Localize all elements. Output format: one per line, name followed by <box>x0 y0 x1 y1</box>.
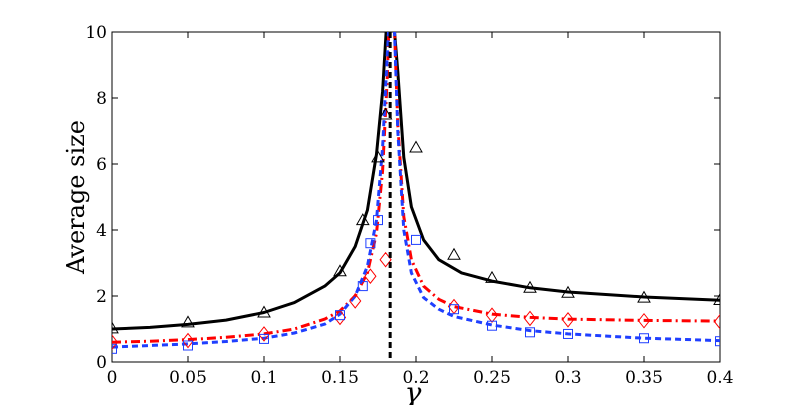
axis-ticks <box>111 31 721 363</box>
x-tick-label: 0.3 <box>554 368 581 388</box>
triangle-marker <box>112 321 119 334</box>
x-tick-label: 0.2 <box>402 368 429 388</box>
x-tick-label: 0 <box>107 368 118 388</box>
diamond-marker <box>333 309 347 326</box>
triangle-marker <box>181 315 195 328</box>
triangle-marker <box>409 140 423 153</box>
triangle-marker <box>561 285 575 298</box>
x-tick-label: 0.1 <box>250 368 277 388</box>
y-tick-label: 6 <box>96 155 107 175</box>
series-markers <box>112 107 720 354</box>
square-marker <box>373 215 383 226</box>
y-tick-label: 0 <box>96 353 107 373</box>
triangle-marker <box>378 107 393 120</box>
series-triangle-line <box>112 32 720 331</box>
y-tick-label: 8 <box>96 89 107 109</box>
diamond-marker <box>364 268 377 285</box>
x-tick-label: 0.15 <box>321 368 359 388</box>
square-marker <box>357 281 368 292</box>
diamond-marker <box>523 310 537 327</box>
triangle-marker <box>485 270 499 283</box>
diamond-marker <box>181 332 195 349</box>
square-marker <box>487 320 497 331</box>
square-marker <box>365 238 376 249</box>
x-tick-label: 0.4 <box>706 368 733 388</box>
square-marker <box>112 343 117 354</box>
square-marker <box>183 340 193 351</box>
square-marker <box>335 310 345 321</box>
square-marker <box>563 328 573 339</box>
triangle-marker <box>257 305 271 318</box>
x-tick-label: 0.35 <box>625 368 663 388</box>
square-marker <box>525 327 535 338</box>
x-axis-label: γ <box>405 376 422 405</box>
triangle-marker <box>637 290 651 303</box>
x-tick-label: 0.25 <box>473 368 511 388</box>
square-marker <box>449 304 459 315</box>
y-tick-label: 2 <box>96 287 107 307</box>
triangle-marker <box>447 247 461 260</box>
diamond-marker <box>257 326 271 342</box>
square-marker <box>639 333 649 344</box>
diamond-marker <box>112 334 119 351</box>
square-marker <box>715 336 720 347</box>
triangle-marker <box>713 292 720 305</box>
diamond-marker <box>637 312 651 329</box>
square-marker <box>259 333 269 344</box>
y-tick-labels: 0 2 4 6 8 10 <box>85 23 107 373</box>
triangle-marker <box>333 264 347 277</box>
x-tick-label: 0.05 <box>169 368 207 388</box>
x-tick-labels: 0 0.05 0.1 0.15 0.2 0.25 0.3 0.35 0.4 <box>107 368 734 388</box>
triangle-marker <box>355 213 370 226</box>
y-tick-label: 10 <box>85 23 107 43</box>
plot-frame <box>111 31 721 363</box>
diamond-marker <box>349 293 362 309</box>
y-axis-label: Average size <box>62 120 90 275</box>
diamond-marker <box>485 307 499 323</box>
square-marker <box>411 234 421 245</box>
triangle-marker <box>523 280 537 293</box>
diamond-marker <box>713 313 720 330</box>
triangle-marker <box>371 150 385 163</box>
y-tick-label: 4 <box>96 221 107 241</box>
diamond-marker <box>561 311 575 328</box>
